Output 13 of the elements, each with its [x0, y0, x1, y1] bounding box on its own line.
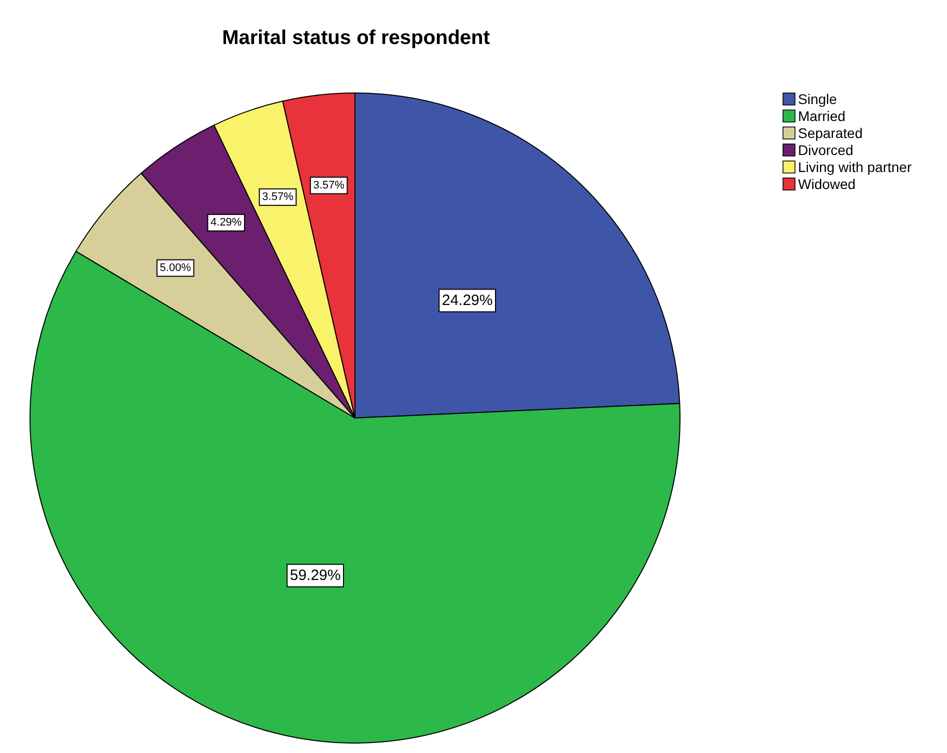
legend-label: Separated: [798, 125, 863, 141]
legend-label: Single: [798, 91, 838, 107]
data-label: 59.29%: [290, 567, 341, 584]
legend-label: Living with partner: [798, 159, 912, 175]
data-label: 24.29%: [442, 292, 493, 310]
legend-label: Widowed: [798, 176, 856, 192]
data-label: 4.29%: [210, 216, 242, 229]
legend-label: Divorced: [798, 142, 854, 158]
data-label: 3.57%: [313, 179, 345, 192]
data-label: 5.00%: [160, 262, 192, 274]
chart-title: Marital status of respondent: [222, 27, 490, 49]
legend-label: Married: [798, 108, 846, 124]
data-label: 3.57%: [262, 191, 294, 204]
